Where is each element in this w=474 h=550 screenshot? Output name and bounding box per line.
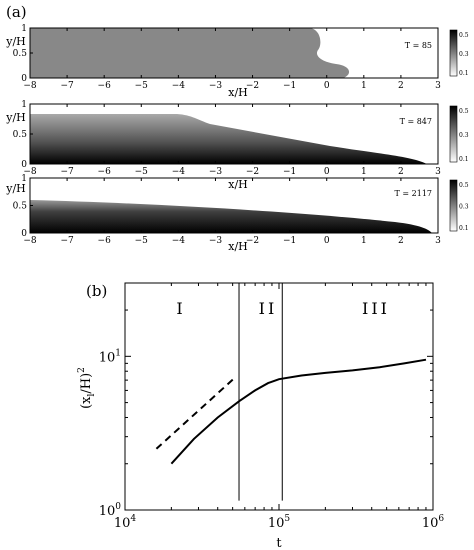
colorbar-tick-label: 0.5 bbox=[459, 32, 469, 39]
x-tick-label: −6 bbox=[98, 236, 112, 246]
colorbar-tick-label: 0.3 bbox=[459, 204, 469, 211]
time-label-1: T = 85 bbox=[405, 41, 432, 50]
x-tick-label: 3 bbox=[435, 167, 441, 177]
colorbar-1 bbox=[449, 29, 458, 77]
x-tick-label: −1 bbox=[283, 167, 296, 177]
panel-a-label: (a) bbox=[6, 3, 27, 21]
time-label-2: T = 847 bbox=[400, 117, 432, 126]
fluid-region-2 bbox=[30, 114, 427, 164]
x-tick-label: 1 bbox=[361, 236, 367, 246]
x-tick-label: 105 bbox=[268, 514, 291, 531]
y-tick-label: 0.5 bbox=[13, 130, 28, 140]
y-tick-label: 0.5 bbox=[13, 49, 28, 59]
x-tick-label: −5 bbox=[135, 236, 149, 246]
x-tick-label: −1 bbox=[283, 236, 296, 246]
x-tick-label: −8 bbox=[23, 236, 37, 246]
y-tick-label: 0.5 bbox=[13, 202, 28, 212]
region-label-1: I bbox=[176, 299, 185, 318]
axis-ticks-3: −8 −7 −6 −5 −4 −3 −2 −1 0 1 2 3 0 0.5 1 bbox=[13, 174, 441, 246]
ylabel-1: y/H bbox=[5, 35, 26, 48]
y-tick-label: 1 bbox=[21, 174, 27, 184]
x-tick-label: −1 bbox=[283, 81, 296, 91]
y-axis-label-text: (xl/H)2 bbox=[77, 367, 97, 409]
x-tick-label: 0 bbox=[324, 236, 330, 246]
subplot-2: T = 847 y/H x/H −8 −7 −6 −5 −4 −3 −2 −1 0 1 2 3 0 0.5… bbox=[5, 100, 441, 191]
colorbar-tick-label: 0.5 bbox=[459, 182, 469, 189]
x-tick-label: −3 bbox=[209, 167, 223, 177]
x-tick-label: −4 bbox=[172, 81, 186, 91]
x-tick-label: −2 bbox=[246, 167, 259, 177]
region-label-2: II bbox=[259, 299, 278, 318]
axis-ticks-2: −8 −7 −6 −5 −4 −3 −2 −1 0 1 2 3 0 0.5 1 bbox=[13, 100, 441, 177]
data-curve bbox=[170, 358, 427, 465]
x-tick-label: 2 bbox=[398, 167, 404, 177]
x-tick-label: −2 bbox=[246, 236, 259, 246]
fluid-region-1 bbox=[30, 28, 350, 78]
colorbar-2 bbox=[449, 105, 458, 163]
x-tick-label: −2 bbox=[246, 81, 259, 91]
time-label-3: T = 2117 bbox=[395, 189, 432, 198]
panel-b-label: (b) bbox=[86, 282, 107, 300]
x-tick-label: −3 bbox=[209, 81, 223, 91]
x-tick-label: −7 bbox=[60, 236, 74, 246]
x-tick-label: −3 bbox=[209, 236, 223, 246]
x-tick-label: 1 bbox=[361, 167, 367, 177]
y-tick-label: 1 bbox=[21, 24, 27, 34]
x-tick-label: 0 bbox=[324, 81, 330, 91]
colorbar-3 bbox=[449, 179, 458, 232]
x-tick-label: 1 bbox=[361, 81, 367, 91]
xlabel-1: x/H bbox=[228, 86, 248, 99]
colorbar-tick-label: 0.3 bbox=[459, 132, 469, 139]
x-tick-label: −4 bbox=[172, 236, 186, 246]
x-tick-label: −5 bbox=[135, 167, 149, 177]
x-tick-label: −6 bbox=[98, 167, 112, 177]
x-tick-label: 0 bbox=[324, 167, 330, 177]
xlabel-3: x/H bbox=[228, 240, 248, 253]
x-tick-label: 104 bbox=[114, 514, 137, 531]
colorbar-tick-label: 0.1 bbox=[459, 156, 469, 163]
axis-ticks-1: −8 −7 −6 −5 −4 −3 −2 −1 0 1 2 3 0 0.5 1 bbox=[13, 24, 441, 91]
x-tick-label: −8 bbox=[23, 81, 37, 91]
dashed-slope-line bbox=[155, 376, 236, 450]
y-tick-label: 0 bbox=[21, 74, 27, 84]
y-tick-label: 0 bbox=[21, 160, 27, 170]
x-tick-label: 106 bbox=[422, 514, 445, 531]
subplot-1: T = 85 y/H x/H −8 −7 −6 −5 −4 −3 −2 −1 0 1 2 3 0 0.5 1 bbox=[5, 24, 441, 99]
x-tick-label: 2 bbox=[398, 236, 404, 246]
xlabel-2: x/H bbox=[228, 178, 248, 191]
ylabel-3: y/H bbox=[5, 182, 26, 195]
y-tick-label: 1 bbox=[21, 100, 27, 110]
x-tick-label: −6 bbox=[98, 81, 112, 91]
fluid-region-3 bbox=[30, 200, 432, 233]
x-tick-label: −7 bbox=[60, 81, 74, 91]
x-tick-label: 2 bbox=[398, 81, 404, 91]
x-tick-label: −7 bbox=[60, 167, 74, 177]
colorbar-tick-label: 0.5 bbox=[459, 108, 469, 115]
y-tick-label: 100 bbox=[99, 502, 122, 519]
x-tick-label: 3 bbox=[435, 236, 441, 246]
y-axis-label: (xl/H)2 bbox=[77, 367, 97, 409]
x-tick-label: −5 bbox=[135, 81, 149, 91]
panel-b-plot: I II III t (xl/H)2 104 105 106 100 101 bbox=[77, 282, 445, 550]
x-tick-label: −4 bbox=[172, 167, 186, 177]
subplot-3: T = 2117 y/H x/H −8 −7 −6 −5 −4 −3 −2 −1 0 1 2 3 0 0.… bbox=[5, 174, 441, 253]
y-tick-label: 101 bbox=[99, 348, 121, 365]
colorbars: 0.5 0.3 0.1 0.5 0.3 0.1 0.5 0.3 0.1 bbox=[449, 29, 469, 232]
x-tick-label: 3 bbox=[435, 81, 441, 91]
colorbar-tick-label: 0.1 bbox=[459, 225, 469, 232]
ylabel-2: y/H bbox=[5, 111, 26, 124]
y-tick-label: 0 bbox=[21, 229, 27, 239]
colorbar-tick-label: 0.3 bbox=[459, 51, 469, 58]
region-label-3: III bbox=[362, 299, 390, 318]
colorbar-tick-label: 0.1 bbox=[459, 70, 469, 77]
x-axis-label: t bbox=[276, 536, 282, 550]
x-tick-label: −8 bbox=[23, 167, 37, 177]
